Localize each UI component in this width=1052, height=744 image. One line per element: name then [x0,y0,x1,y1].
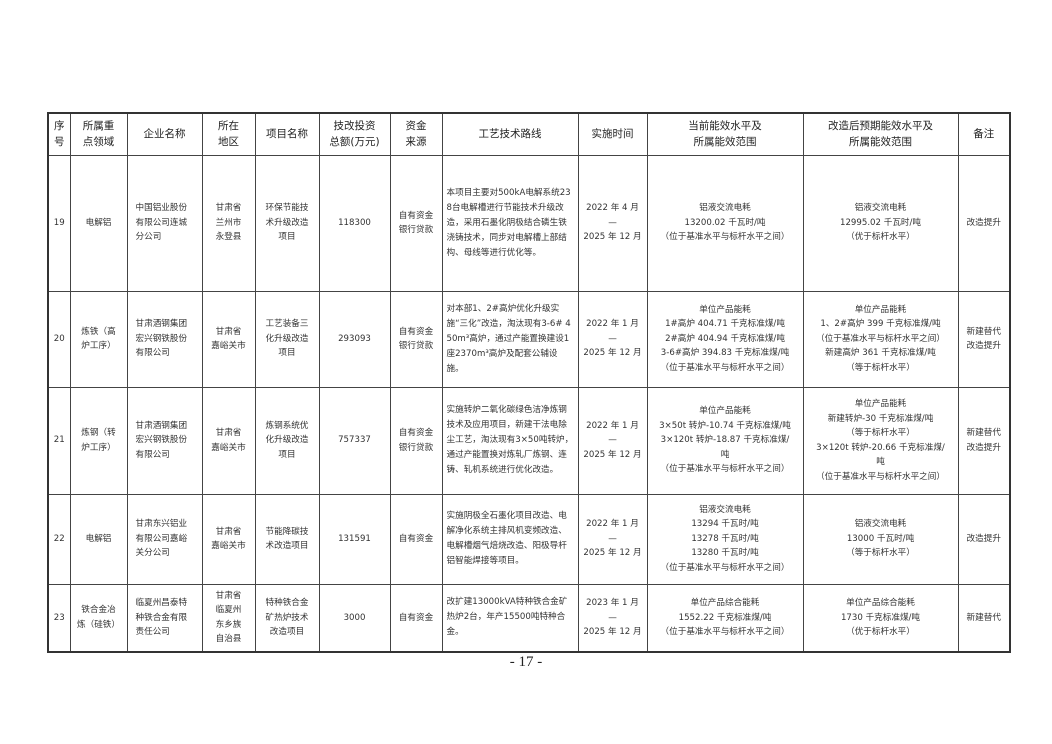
column-header: 技改投资 总额(万元) [318,112,391,156]
cell-project: 节能降碳技 术改造项目 [254,493,320,585]
cell-route: 实施转炉二氧化碳绿色洁净炼钢技术及应用项目，新建干法电除尘工艺，淘汰现有3×50… [441,386,579,495]
cell-no: 21 [47,386,71,495]
cell-invest: 757337 [318,386,391,495]
cell-company: 甘肃东兴铝业 有限公司嘉峪 关分公司 [126,493,203,585]
cell-project: 炼钢系统优 化升级改造 项目 [254,386,320,495]
cell-company: 中国铝业股份 有限公司连城 分公司 [126,154,203,292]
cell-expected: 单位产品能耗 新建转炉-30 千克标准煤/吨 （等于标杆水平） 3×120t 转… [802,386,959,495]
cell-route: 对本部1、2#高炉优化升级实施“三化”改造，淘汰现有3-6# 450m³高炉，通… [441,290,579,388]
cell-no: 20 [47,290,71,388]
cell-expected: 单位产品综合能耗 1730 千克标准煤/吨 （优于标杆水平） [802,583,959,653]
column-header: 企业名称 [126,112,203,156]
cell-company: 甘肃酒钢集团 宏兴钢铁股份 有限公司 [126,290,203,388]
cell-project: 特种铁合金 矿热炉技术 改造项目 [254,583,320,653]
cell-route: 改扩建13000kVA特种铁合金矿热炉2台，年产15500吨特种合金。 [441,583,579,653]
cell-fund: 自有资金 [389,583,443,653]
cell-route: 本项目主要对500kA电解系统238台电解槽进行节能技术升级改造，采用石墨化阴极… [441,154,579,292]
cell-expected: 铝液交流电耗 12995.02 千瓦时/吨 （优于标杆水平） [802,154,959,292]
column-header: 备注 [957,112,1011,156]
cell-region: 甘肃省 嘉峪关市 [201,493,256,585]
cell-field: 铁合金冶 炼（硅铁） [69,583,128,653]
cell-fund: 自有资金 银行贷款 [389,290,443,388]
table-header-row: 序 号所属重 点领域 企业名称 所在 地区 项目名称 技改投资 总额(万元) 资金 来源工… [47,112,1011,156]
cell-current: 单位产品能耗 1#高炉 404.71 千克标准煤/吨 2#高炉 404.94 千… [646,290,804,388]
cell-current: 铝液交流电耗 13294 千瓦时/吨 13278 千瓦时/吨 13280 千瓦时… [646,493,804,585]
cell-time: 2022 年 1 月 — 2025 年 12 月 [577,290,648,388]
cell-company: 临夏州昌泰特 种铁合金有限 责任公司 [126,583,203,653]
cell-note: 新建替代 改造提升 [957,290,1011,388]
cell-no: 23 [47,583,71,653]
cell-expected: 铝液交流电耗 13000 千瓦时/吨 （等于标杆水平） [802,493,959,585]
cell-note: 改造提升 [957,493,1011,585]
cell-field: 电解铝 [69,154,128,292]
cell-current: 单位产品综合能耗 1552.22 千克标准煤/吨 （位于基准水平与标杆水平之间） [646,583,804,653]
cell-expected: 单位产品能耗 1、2#高炉 399 千克标准煤/吨 （位于基准水平与标杆水平之间… [802,290,959,388]
cell-time: 2022 年 1 月 — 2025 年 12 月 [577,386,648,495]
cell-project: 环保节能技 术升级改造 项目 [254,154,320,292]
cell-current: 单位产品能耗 3×50t 转炉-10.74 千克标准煤/吨 3×120t 转炉-… [646,386,804,495]
cell-field: 炼钢（转 炉工序） [69,386,128,495]
column-header: 资金 来源 [389,112,443,156]
page-number: - 17 - [509,654,543,670]
column-header: 实施时间 [577,112,648,156]
column-header: 工艺技术路线 [441,112,579,156]
cell-time: 2023 年 1 月 — 2025 年 12 月 [577,583,648,653]
cell-region: 甘肃省 临夏州 东乡族 自治县 [201,583,256,653]
table-row: 23 铁合金冶 炼（硅铁） 临夏州昌泰特 种铁合金有限 责任公司 甘肃省 临夏州 东乡… [47,583,1011,653]
cell-invest: 293093 [318,290,391,388]
cell-region: 甘肃省 兰州市 永登县 [201,154,256,292]
cell-time: 2022 年 1 月 — 2025 年 12 月 [577,493,648,585]
cell-project: 工艺装备三 化升级改造 项目 [254,290,320,388]
column-header: 序 号 [47,112,71,156]
cell-field: 电解铝 [69,493,128,585]
cell-route: 实施阴极全石墨化项目改造、电解净化系统主排风机变频改造、电解槽烟气焙烧改造、阳极… [441,493,579,585]
cell-time: 2022 年 4 月 — 2025 年 12 月 [577,154,648,292]
column-header: 所属重 点领域 [69,112,128,156]
column-header: 当前能效水平及 所属能效范围 [646,112,804,156]
cell-note: 改造提升 [957,154,1011,292]
cell-fund: 自有资金 [389,493,443,585]
cell-current: 铝液交流电耗 13200.02 千瓦时/吨 （位于基准水平与标杆水平之间） [646,154,804,292]
project-table: 序 号所属重 点领域 企业名称 所在 地区 项目名称 技改投资 总额(万元) 资金 来源工… [47,112,1011,653]
cell-invest: 131591 [318,493,391,585]
column-header: 所在 地区 [201,112,256,156]
cell-no: 19 [47,154,71,292]
cell-invest: 3000 [318,583,391,653]
table-row: 20 炼铁（高 炉工序） 甘肃酒钢集团 宏兴钢铁股份 有限公司 甘肃省 嘉峪关市 工艺装… [47,290,1011,388]
cell-region: 甘肃省 嘉峪关市 [201,290,256,388]
table-row: 19 电解铝 中国铝业股份 有限公司连城 分公司 甘肃省 兰州市 永登县 环保节能技 术… [47,154,1011,292]
cell-fund: 自有资金 银行贷款 [389,154,443,292]
cell-field: 炼铁（高 炉工序） [69,290,128,388]
cell-fund: 自有资金 银行贷款 [389,386,443,495]
table-row: 21 炼钢（转 炉工序） 甘肃酒钢集团 宏兴钢铁股份 有限公司 甘肃省 嘉峪关市 炼钢系… [47,386,1011,495]
cell-note: 新建替代 [957,583,1011,653]
cell-region: 甘肃省 嘉峪关市 [201,386,256,495]
cell-note: 新建替代 改造提升 [957,386,1011,495]
column-header: 改造后预期能效水平及 所属能效范围 [802,112,959,156]
table-row: 22 电解铝 甘肃东兴铝业 有限公司嘉峪 关分公司 甘肃省 嘉峪关市 节能降碳技 术改造… [47,493,1011,585]
cell-no: 22 [47,493,71,585]
column-header: 项目名称 [254,112,320,156]
cell-invest: 118300 [318,154,391,292]
cell-company: 甘肃酒钢集团 宏兴钢铁股份 有限公司 [126,386,203,495]
